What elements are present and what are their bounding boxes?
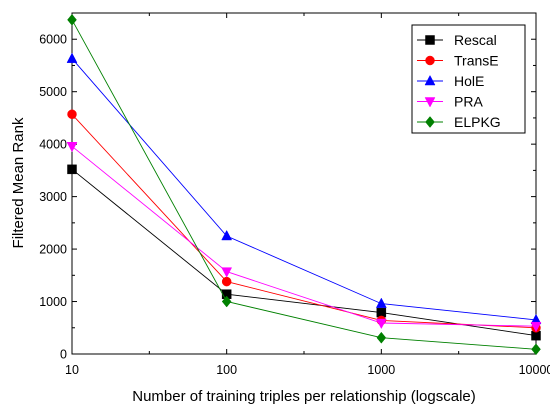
data-point — [66, 52, 78, 63]
series-elpkg — [67, 13, 541, 356]
legend-marker — [425, 116, 435, 128]
legend-label: PRA — [454, 94, 483, 110]
y-tick-label: 0 — [60, 348, 67, 362]
series-line — [71, 168, 537, 337]
legend-marker — [424, 97, 436, 108]
y-axis-label: Filtered Mean Rank — [10, 117, 27, 248]
y-tick-label: 6000 — [39, 33, 67, 47]
legend-marker — [425, 35, 435, 45]
data-point — [221, 276, 232, 287]
series-pra — [66, 142, 542, 333]
series-line — [71, 58, 537, 321]
y-tick-label: 2000 — [39, 243, 67, 257]
legend-item: ELPKG — [417, 114, 501, 130]
legend-label: ELPKG — [454, 114, 501, 130]
series-rescal — [67, 164, 541, 341]
data-point — [67, 13, 77, 26]
y-axis: 0 1000 2000 3000 4000 5000 6000 — [39, 33, 536, 362]
x-tick-label: 1000 — [367, 363, 395, 377]
y-tick-label: 5000 — [39, 85, 67, 99]
series-transe — [67, 109, 541, 333]
data-point — [221, 267, 233, 278]
data-point — [67, 164, 77, 175]
data-point — [66, 142, 78, 153]
x-tick-label: 100 — [216, 363, 237, 377]
y-tick-label: 4000 — [39, 138, 67, 152]
x-axis-label: Number of training triples per relations… — [132, 388, 476, 405]
series-line — [71, 145, 537, 327]
series-line — [71, 19, 537, 350]
legend-item: Rescal — [417, 32, 497, 48]
y-tick-label: 3000 — [39, 190, 67, 204]
legend-label: HolE — [454, 73, 484, 89]
series-layer — [66, 13, 542, 356]
x-tick-label: 10000 — [519, 363, 550, 377]
data-point — [375, 318, 387, 330]
x-tick-label: 10 — [65, 363, 79, 377]
legend: Rescal TransE HolE PRA ELPKG — [411, 24, 526, 134]
data-point — [376, 331, 387, 344]
data-point — [530, 321, 542, 333]
data-point — [67, 109, 77, 120]
legend-marker — [425, 55, 435, 66]
legend-item: TransE — [417, 53, 499, 69]
data-point — [531, 343, 541, 356]
legend-label: TransE — [454, 53, 499, 69]
legend-item: HolE — [417, 73, 484, 89]
legend-marker — [424, 74, 436, 86]
series-line — [71, 113, 537, 329]
data-point — [221, 229, 233, 241]
y-tick-label: 1000 — [39, 295, 67, 309]
data-point — [375, 297, 387, 308]
data-point — [221, 295, 232, 308]
x-axis: 10 100 1000 10000 — [65, 13, 550, 377]
legend-label: Rescal — [454, 32, 497, 48]
legend-item: PRA — [417, 94, 483, 110]
